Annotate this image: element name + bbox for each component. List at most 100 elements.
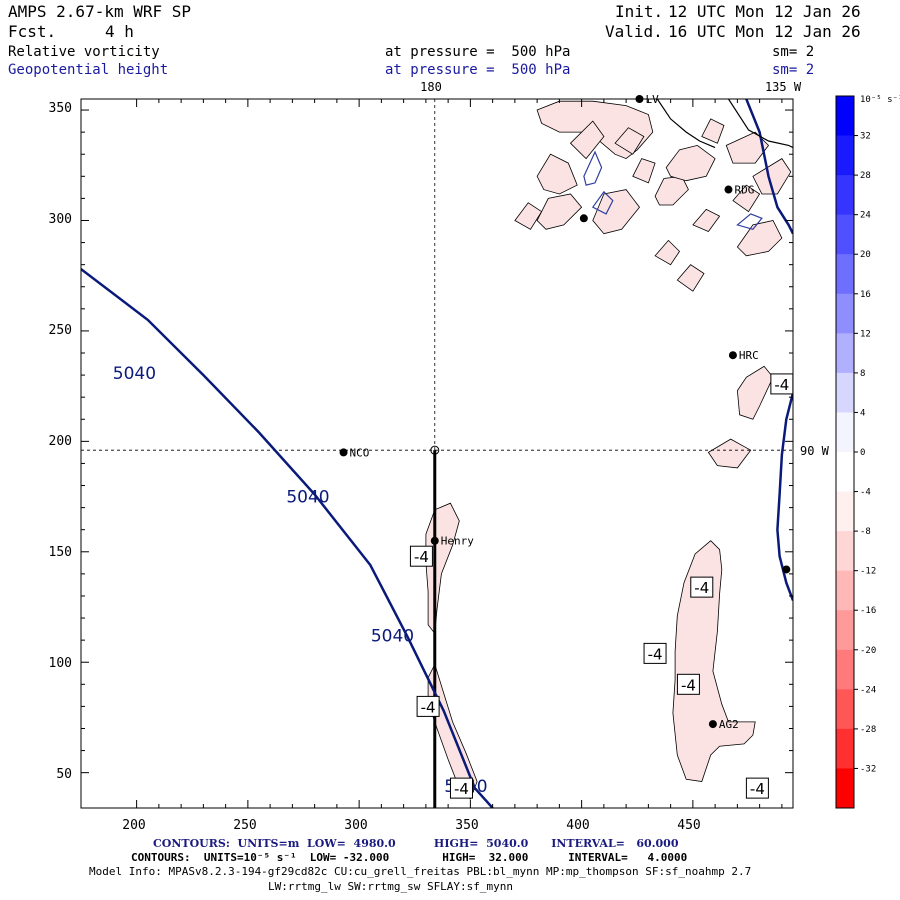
colorbar-segment: [836, 293, 854, 334]
positive-vorticity-areas: [583, 150, 763, 230]
vorticity-label-box: [416, 695, 440, 717]
colorbar-segment: [836, 531, 854, 572]
colorbar-segment: [836, 452, 854, 493]
station-label: NCO: [350, 446, 370, 459]
vorticity-label: -4: [414, 548, 429, 566]
neg-vorticity-area: [701, 118, 725, 144]
colorbar-segment: [836, 333, 854, 374]
vorticity-label-box: [449, 777, 473, 799]
colorbar-segment: [836, 135, 854, 176]
colorbar-tick-label: -16: [860, 606, 876, 616]
init-value: 12 UTC Mon 12 Jan 26: [668, 2, 861, 21]
x-tick-label-200: 200: [122, 818, 145, 833]
colorbar-tick-label: 8: [860, 369, 865, 379]
lon-label-90w: 90 W: [800, 444, 830, 458]
y-tick-label-100: 100: [49, 656, 72, 671]
colorbar-tick-label: 16: [860, 290, 871, 300]
init-label: Init.: [615, 2, 664, 21]
station-label: HRC: [739, 349, 759, 362]
colorbar-segment: [836, 214, 854, 255]
y-tick-label-250: 250: [49, 323, 72, 338]
vorticity-label: -4: [750, 780, 765, 798]
stations: NCO Henry HRC RDG AG2 LV: [339, 93, 791, 731]
neg-vorticity-area: [632, 158, 656, 184]
colorbar-tick-label: -24: [860, 685, 876, 695]
y-tick-label-350: 350: [49, 101, 72, 116]
colorbar-tick-label: -28: [860, 725, 876, 735]
field2-name: Geopotential height: [8, 62, 169, 78]
neg-vorticity-area: [736, 365, 774, 420]
neg-vorticity-area: [654, 239, 681, 266]
fcst-value: 4 h: [105, 22, 134, 41]
valid-value: 16 UTC Mon 12 Jan 26: [668, 22, 861, 41]
field2-smoothing: sm= 2: [772, 62, 815, 78]
colorbar-tick-label: 28: [860, 171, 871, 181]
colorbar-tick-label: 20: [860, 250, 871, 260]
vorticity-label: -4: [681, 676, 696, 694]
x-tick-label-400: 400: [566, 818, 589, 833]
height-contour-5040: [81, 268, 494, 808]
geopotential-height-contour: [81, 268, 494, 808]
axis-ticks: [81, 99, 793, 808]
vorticity-label: -4: [648, 645, 663, 663]
colorbar-tick-label: 24: [860, 211, 871, 221]
colorbar: 32 28 24 20 16 12 8 4 0 -4 -8 -12 -16 -20 -24 -28 -32: [835, 95, 876, 809]
station-marker: [728, 351, 737, 360]
station-marker: [708, 720, 717, 729]
colorbar-segment: [836, 491, 854, 532]
map-labels: 5040504050405040-4-4-4-4-4-4-4-4: [113, 364, 794, 799]
colorbar-segment: [836, 96, 854, 137]
field1-name: Relative vorticity: [8, 44, 160, 60]
neg-vorticity-area: [725, 131, 770, 164]
neg-vorticity-area: [592, 189, 641, 235]
station-marker: [782, 565, 791, 574]
colorbar-tick-label: 4: [860, 408, 865, 418]
station-label: RDG: [734, 184, 754, 197]
neg-vorticity-area: [752, 158, 792, 195]
cross-section-endpoint: [430, 445, 440, 455]
y-tick-label-50: 50: [56, 767, 72, 782]
height-contour-segment: [745, 99, 793, 235]
colorbar-segment: [836, 610, 854, 651]
colorbar-segment: [836, 768, 854, 809]
pos-vorticity-contour: [591, 190, 614, 215]
y-tick-label-300: 300: [49, 212, 72, 227]
vorticity-label-box: [690, 576, 714, 598]
neg-vorticity-area: [665, 144, 716, 182]
station-label: Henry: [441, 535, 474, 548]
vorticity-label-box: [409, 545, 433, 567]
height-contour-label: 5040: [113, 364, 156, 384]
field1-smoothing: sm= 2: [772, 44, 815, 60]
x-tick-label-450: 450: [677, 818, 700, 833]
height-contour-segment: [776, 392, 793, 601]
vorticity-label: -4: [694, 579, 709, 597]
vorticity-label-box: [745, 777, 769, 799]
colorbar-tick-label: -4: [860, 488, 871, 498]
station-marker: [579, 214, 588, 223]
station-marker: [339, 448, 348, 457]
neg-vorticity-area: [536, 153, 578, 195]
neg-vorticity-area: [732, 184, 761, 213]
footer-model-info: Model Info: MPASv8.2.3-194-gf29cd82c CU:…: [89, 865, 752, 878]
colorbar-segment: [836, 372, 854, 413]
vorticity-label-box: [676, 673, 700, 695]
neg-vorticity-area: [654, 175, 689, 206]
coastline: [656, 99, 716, 149]
neg-vorticity-area: [692, 208, 721, 232]
neg-vorticity-area: [672, 540, 756, 782]
colorbar-tick-label: -20: [860, 646, 876, 656]
colorbar-tick-label: 12: [860, 329, 871, 339]
station-marker: [430, 536, 439, 545]
fcst-label: Fcst.: [8, 22, 57, 41]
station-label: AG2: [719, 718, 739, 731]
colorbar-tick-label: 0: [860, 448, 865, 458]
x-tick-label-250: 250: [233, 818, 256, 833]
neg-vorticity-area: [536, 193, 583, 230]
footer-height-contours: CONTOURS: UNITS=m LOW= 4980.0 HIGH= 5040…: [153, 837, 679, 850]
station-marker: [635, 95, 644, 103]
model-title: AMPS 2.67-km WRF SP: [8, 2, 192, 21]
neg-vorticity-area: [569, 120, 605, 160]
colorbar-segment: [836, 175, 854, 216]
vorticity-label: -4: [774, 376, 789, 394]
